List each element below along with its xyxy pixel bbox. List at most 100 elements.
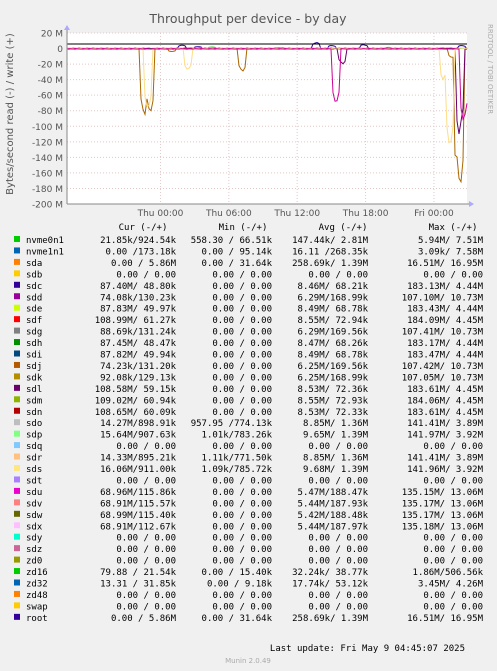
last-update: Last update: Fri May 9 04:45:07 2025 (270, 644, 465, 654)
legend-swatch (14, 487, 20, 494)
legend-value-cur: 87.40M/ 48.80k (100, 282, 176, 292)
legend-value-cur: 13.31 / 31.85k (100, 580, 176, 590)
legend-value-avg: 0.00 / 0.00 (308, 602, 368, 612)
legend-device-name: root (26, 614, 48, 624)
legend-value-max: 184.09M/ 4.45M (407, 316, 483, 326)
legend-swatch (14, 453, 20, 460)
legend-value-avg: 5.44M/187.97k (298, 522, 369, 532)
legend-value-cur: 14.33M/895.21k (100, 454, 176, 464)
legend-device-name: sdo (26, 419, 42, 429)
legend-device-name: swap (26, 602, 48, 612)
legend-value-avg: 0.00 / 0.00 (308, 534, 368, 544)
legend-value-max: 3.45M/ 4.26M (418, 580, 484, 590)
legend-value-cur: 0.00 / 0.00 (116, 602, 176, 612)
legend-value-max: 107.10M/ 10.73M (402, 293, 484, 303)
legend-value-cur: 0.00 / 0.00 (116, 557, 176, 567)
legend-swatch (14, 590, 20, 597)
legend-device-name: zd48 (26, 591, 48, 601)
legend-device-name: sdy (26, 534, 43, 544)
legend-value-min: 0.00 / 9.18k (207, 580, 273, 590)
legend-swatch (14, 361, 20, 368)
legend-value-min: 0.00 / 0.00 (212, 351, 272, 361)
legend-value-avg: 6.29M/168.99k (298, 293, 369, 303)
legend-value-min: 0.00 / 15.40k (202, 568, 273, 578)
legend-value-min: 0.00 / 0.00 (212, 557, 272, 567)
legend-value-max: 5.94M/ 7.51M (418, 236, 484, 246)
legend-value-max: 141.41M/ 3.89M (407, 419, 483, 429)
legend-swatch (14, 236, 20, 242)
legend-device-name: sdz (26, 545, 42, 555)
legend-value-min: 0.00 / 0.00 (212, 511, 272, 521)
legend-device-name: sda (26, 259, 42, 269)
legend-value-max: 183.47M/ 4.44M (407, 351, 483, 361)
legend-device-name: sds (26, 465, 42, 475)
legend-value-min: 0.00 / 0.00 (212, 476, 272, 486)
legend-device-name: sdr (26, 454, 43, 464)
legend-swatch (14, 430, 20, 437)
legend-value-min: 0.00 / 0.00 (212, 305, 272, 315)
legend-value-min: 0.00 / 0.00 (212, 591, 272, 601)
legend-value-cur: 21.85k/924.54k (100, 236, 176, 246)
legend-value-avg: 0.00 / 0.00 (308, 476, 368, 486)
legend-value-cur: 0.00 / 0.00 (116, 591, 176, 601)
legend-value-cur: 68.91M/112.67k (100, 522, 176, 532)
legend-value-avg: 32.24k/ 38.77k (292, 568, 368, 578)
legend-value-avg: 0.00 / 0.00 (308, 545, 368, 555)
legend-value-cur: 87.83M/ 49.97k (100, 305, 176, 315)
legend-device-name: sdk (26, 373, 43, 383)
legend-value-max: 183.17M/ 4.44M (407, 339, 483, 349)
legend-swatch (14, 613, 20, 620)
legend-swatch (14, 384, 20, 391)
y-tick-label: -100 M (32, 123, 63, 133)
legend-swatch (14, 533, 20, 540)
legend-value-min: 0.00 / 0.00 (212, 385, 272, 395)
legend-value-min: 0.00 / 0.00 (212, 408, 272, 418)
legend-value-avg: 147.44k/ 2.81M (292, 236, 368, 246)
y-tick-label: -40 M (38, 76, 63, 86)
legend-value-cur: 108.99M/ 61.27k (95, 316, 177, 326)
chart-title: Throughput per device - by day (148, 11, 347, 26)
legend-value-max: 1.86M/506.56k (413, 568, 484, 578)
legend-value-min: 0.00 / 0.00 (212, 534, 272, 544)
legend-header: Avg (-/+) (319, 223, 368, 233)
legend-value-avg: 258.69k/ 1.39M (292, 614, 368, 624)
legend-device-name: sdi (26, 351, 42, 361)
legend-value-cur: 108.58M/ 59.15k (95, 385, 177, 395)
legend-value-min: 0.00 / 0.00 (212, 522, 272, 532)
legend-swatch (14, 339, 20, 346)
legend-value-avg: 6.25M/168.99k (298, 373, 369, 383)
legend-value-max: 0.00 / 0.00 (423, 534, 483, 544)
legend-value-avg: 8.47M/ 68.26k (298, 339, 369, 349)
legend-value-max: 183.13M/ 4.44M (407, 282, 483, 292)
legend-value-avg: 0.00 / 0.00 (308, 442, 368, 452)
legend-value-cur: 74.08k/130.23k (100, 293, 176, 303)
y-tick-label: -120 M (32, 138, 63, 148)
legend-device-name: sdm (26, 396, 42, 406)
legend-swatch (14, 293, 20, 300)
legend-swatch (14, 568, 20, 575)
legend-value-avg: 16.11 /268.35k (292, 247, 368, 257)
legend-value-max: 0.00 / 0.00 (423, 557, 483, 567)
rrdtool-credit: RRDTOOL / TOBI OETIKER (486, 24, 494, 114)
legend-device-name: sdq (26, 442, 42, 452)
legend-device-name: sdh (26, 339, 42, 349)
legend-device-name: sdv (26, 499, 42, 509)
legend-device-name: zd32 (26, 580, 48, 590)
legend-value-avg: 8.53M/ 72.33k (298, 408, 369, 418)
legend-value-cur: 88.69k/131.24k (100, 328, 176, 338)
legend-value-max: 16.51M/ 16.95M (407, 614, 483, 624)
legend-device-name: sdf (26, 316, 42, 326)
legend-value-max: 0.00 / 0.00 (423, 476, 483, 486)
legend-value-min: 0.00 / 0.00 (212, 270, 272, 280)
legend-value-max: 135.18M/ 13.06M (402, 522, 484, 532)
legend-device-name: zd0 (26, 557, 42, 567)
legend-value-min: 0.00 / 0.00 (212, 328, 272, 338)
legend-swatch (14, 442, 20, 449)
legend-value-avg: 8.55M/ 72.94k (298, 316, 369, 326)
legend-value-max: 184.06M/ 4.45M (407, 396, 483, 406)
legend-swatch (14, 499, 20, 506)
legend-value-max: 141.41M/ 3.89M (407, 454, 483, 464)
legend-value-max: 135.15M/ 13.06M (402, 488, 484, 498)
legend-value-min: 1.01k/783.26k (202, 431, 273, 441)
